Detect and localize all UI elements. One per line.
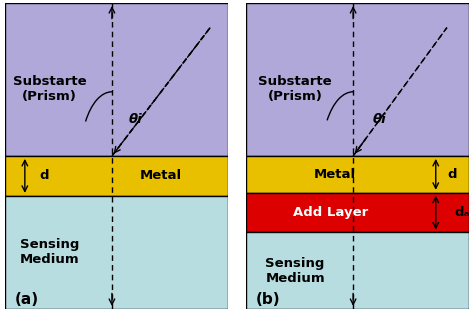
Text: Substarte
(Prism): Substarte (Prism) — [258, 75, 332, 103]
Bar — [246, 3, 469, 156]
Text: d: d — [39, 169, 48, 183]
Text: Metal: Metal — [140, 169, 182, 183]
Text: Substarte
(Prism): Substarte (Prism) — [13, 75, 86, 103]
Bar — [246, 193, 469, 232]
Text: dₐ: dₐ — [455, 206, 470, 219]
Bar — [5, 196, 228, 309]
Text: d: d — [448, 168, 457, 181]
Text: Metal: Metal — [314, 168, 356, 181]
Bar — [246, 156, 469, 193]
Text: θi: θi — [373, 113, 387, 126]
Text: θi: θi — [128, 113, 142, 126]
Text: Add Layer: Add Layer — [293, 206, 368, 219]
Text: Sensing
Medium: Sensing Medium — [265, 257, 325, 285]
Text: (a): (a) — [15, 292, 39, 307]
Text: (b): (b) — [256, 292, 281, 307]
Bar — [246, 232, 469, 309]
Text: Sensing
Medium: Sensing Medium — [19, 238, 79, 266]
Bar — [5, 3, 228, 156]
Bar — [5, 156, 228, 196]
